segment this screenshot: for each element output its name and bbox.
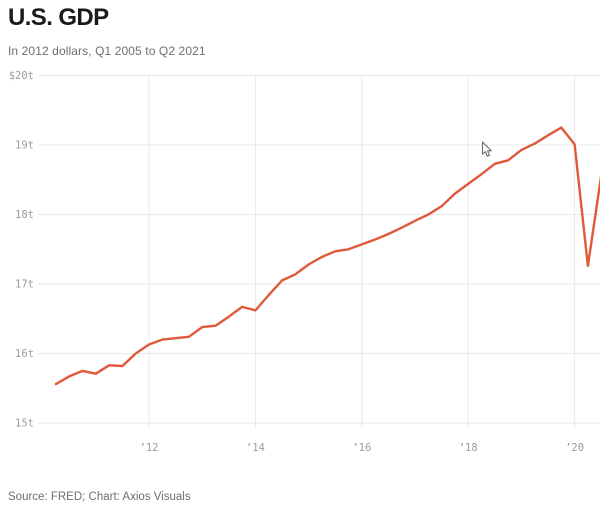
- source-credit: Source: FRED; Chart: Axios Visuals: [8, 491, 191, 503]
- y-axis-tick-label: 16t: [15, 348, 34, 360]
- x-axis-tick-label: ’18: [459, 442, 478, 454]
- y-axis-tick-label: 15t: [15, 418, 34, 430]
- chart-title: U.S. GDP: [8, 4, 109, 31]
- x-axis-tick-label: ’14: [246, 442, 265, 454]
- y-axis-tick-label: 17t: [15, 279, 34, 291]
- y-axis-tick-label: $20t: [9, 70, 34, 82]
- y-axis-tick-label: 19t: [15, 140, 34, 152]
- gdp-data-line: [54, 126, 600, 386]
- x-axis-tick-label: ’16: [352, 442, 371, 454]
- mouse-cursor-icon: [481, 141, 492, 157]
- chart-subtitle: In 2012 dollars, Q1 2005 to Q2 2021: [8, 44, 206, 58]
- x-axis-tick-label: ’20: [565, 442, 584, 454]
- y-axis-tick-label: 18t: [15, 209, 34, 221]
- x-axis-tick-label: ’12: [140, 442, 159, 454]
